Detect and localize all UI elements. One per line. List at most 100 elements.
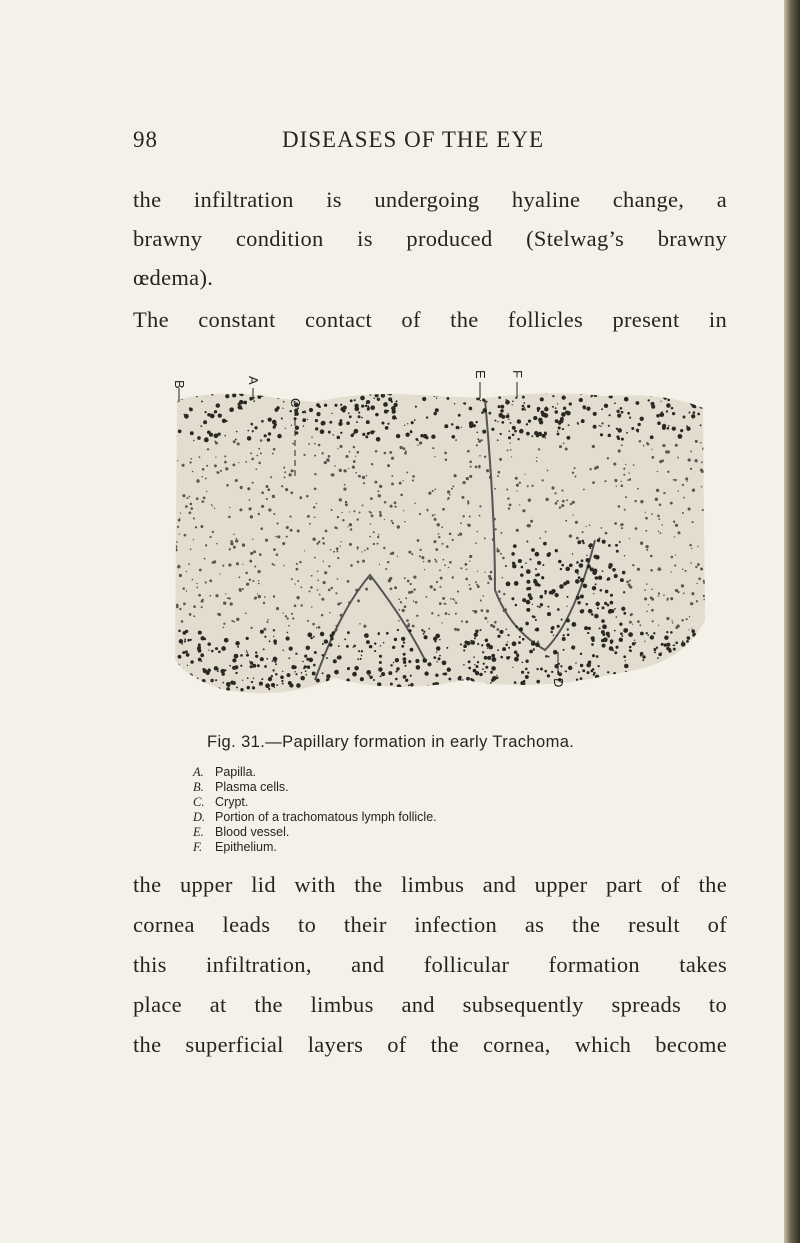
stipple-dot <box>613 607 616 610</box>
stipple-dot <box>492 533 495 536</box>
stipple-dot <box>591 393 595 396</box>
stipple-dot <box>600 425 602 427</box>
stipple-dot <box>674 564 677 567</box>
stipple-dot <box>374 449 378 453</box>
stipple-dot <box>476 661 480 664</box>
stipple-dot <box>326 657 328 660</box>
stipple-dot <box>686 426 691 431</box>
stipple-dot <box>404 520 406 523</box>
stipple-dot <box>554 549 558 553</box>
stipple-dot <box>663 491 666 495</box>
stipple-dot <box>521 670 525 674</box>
stipple-dot <box>402 480 404 482</box>
stipple-dot <box>536 456 538 459</box>
stipple-dot <box>444 672 448 676</box>
stipple-dot <box>389 552 393 556</box>
stipple-dot <box>456 628 460 632</box>
stipple-dot <box>601 643 606 648</box>
stipple-dot <box>272 595 276 598</box>
stipple-dot <box>526 587 530 591</box>
stipple-dot <box>250 551 254 555</box>
stipple-dot <box>601 408 604 411</box>
stipple-dot <box>521 404 525 408</box>
stipple-dot <box>203 437 209 443</box>
stipple-dot <box>505 399 510 405</box>
figure-label: A <box>246 376 261 385</box>
stipple-dot <box>587 608 593 614</box>
stipple-dot <box>527 404 531 409</box>
stipple-dot <box>623 473 626 476</box>
stipple-dot <box>628 478 632 481</box>
stipple-dot <box>691 628 693 630</box>
stipple-dot <box>290 469 294 473</box>
stipple-dot <box>456 590 460 593</box>
stipple-dot <box>614 651 618 655</box>
stipple-dot <box>434 408 439 413</box>
stipple-dot <box>312 622 315 626</box>
stipple-dot <box>237 645 240 648</box>
stipple-dot <box>460 426 462 428</box>
stipple-dot <box>529 558 532 561</box>
stipple-dot <box>475 420 478 424</box>
stipple-dot <box>494 487 496 490</box>
stipple-dot <box>188 495 191 498</box>
stipple-dot <box>556 624 560 628</box>
stipple-dot <box>537 448 541 451</box>
stipple-dot <box>319 429 325 435</box>
stipple-dot <box>578 563 584 568</box>
stipple-dot <box>431 434 436 439</box>
stipple-dot <box>499 629 504 634</box>
stipple-dot <box>295 431 299 435</box>
figure-label: C <box>288 398 303 407</box>
stipple-dot <box>344 638 347 641</box>
stipple-dot <box>463 663 465 666</box>
stipple-dot <box>475 629 479 634</box>
stipple-dot <box>522 598 527 603</box>
stipple-dot <box>275 607 280 611</box>
stipple-dot <box>380 393 386 398</box>
stipple-dot <box>504 565 507 567</box>
stipple-dot <box>328 565 331 568</box>
stipple-dot <box>435 633 441 639</box>
stipple-dot <box>688 616 691 618</box>
stipple-dot <box>436 661 438 663</box>
stipple-dot <box>666 426 670 430</box>
stipple-dot <box>374 480 378 484</box>
stipple-dot <box>695 600 699 603</box>
stipple-dot <box>381 421 385 425</box>
stipple-dot <box>539 594 544 599</box>
stipple-dot <box>211 561 214 564</box>
stipple-dot <box>539 537 542 540</box>
stipple-dot <box>627 479 629 481</box>
stipple-dot <box>404 424 406 426</box>
stipple-dot <box>261 504 265 508</box>
stipple-dot <box>639 651 644 656</box>
stipple-dot <box>551 588 556 594</box>
stipple-dot <box>234 478 238 483</box>
stipple-dot <box>461 679 464 683</box>
stipple-dot <box>261 419 264 423</box>
stipple-dot <box>358 474 361 478</box>
stipple-dot <box>295 652 298 655</box>
stipple-dot <box>596 607 599 610</box>
stipple-dot <box>628 675 631 678</box>
stipple-dot <box>550 626 555 631</box>
stipple-dot <box>613 462 617 466</box>
stipple-dot <box>682 415 686 419</box>
stipple-dot <box>411 479 414 482</box>
stipple-dot <box>365 420 370 425</box>
stipple-dot <box>540 667 543 671</box>
figure-caption: Fig. 31.—Papillary formation in early Tr… <box>207 733 575 751</box>
stipple-dot <box>566 605 568 607</box>
stipple-dot <box>356 560 360 564</box>
stipple-dot <box>645 583 648 585</box>
stipple-dot <box>308 522 311 525</box>
stipple-dot <box>473 656 475 659</box>
stipple-dot <box>212 505 214 507</box>
stipple-dot <box>560 665 563 668</box>
stipple-dot <box>651 683 656 689</box>
stipple-dot <box>615 549 619 553</box>
stipple-dot <box>352 460 356 463</box>
stipple-dot <box>653 632 656 635</box>
stipple-dot <box>396 555 399 558</box>
